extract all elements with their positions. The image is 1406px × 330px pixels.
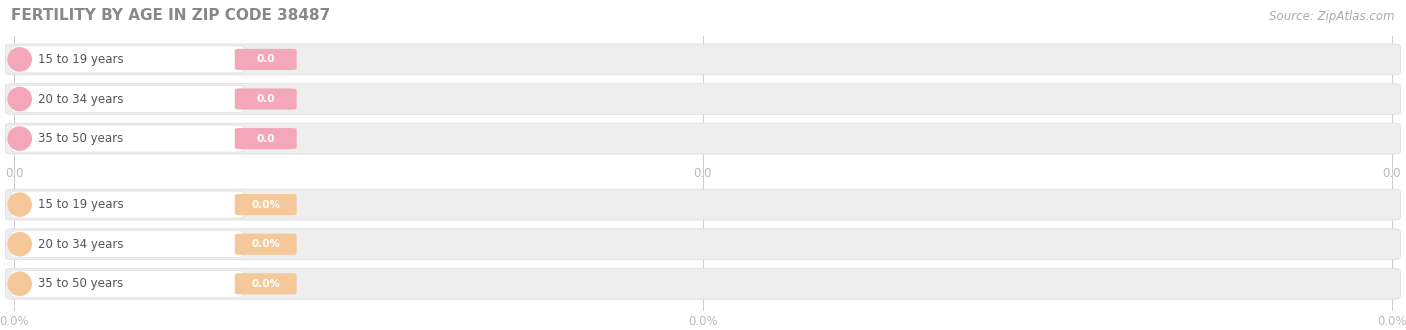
- Text: 35 to 50 years: 35 to 50 years: [38, 277, 122, 290]
- Text: 0.0%: 0.0%: [0, 315, 30, 328]
- FancyBboxPatch shape: [11, 270, 243, 297]
- FancyBboxPatch shape: [6, 229, 1400, 260]
- Ellipse shape: [7, 272, 32, 296]
- FancyBboxPatch shape: [235, 234, 297, 255]
- FancyBboxPatch shape: [6, 189, 1400, 220]
- Text: 0.0%: 0.0%: [252, 239, 280, 249]
- Text: 20 to 34 years: 20 to 34 years: [38, 92, 124, 106]
- FancyBboxPatch shape: [11, 191, 243, 218]
- Text: 0.0: 0.0: [693, 167, 713, 180]
- Text: 0.0: 0.0: [256, 134, 276, 144]
- FancyBboxPatch shape: [11, 231, 243, 258]
- Text: Source: ZipAtlas.com: Source: ZipAtlas.com: [1270, 10, 1395, 23]
- Text: 0.0%: 0.0%: [252, 279, 280, 289]
- Text: 20 to 34 years: 20 to 34 years: [38, 238, 124, 251]
- Text: 0.0: 0.0: [256, 94, 276, 104]
- FancyBboxPatch shape: [6, 83, 1400, 115]
- FancyBboxPatch shape: [235, 273, 297, 294]
- Text: 0.0%: 0.0%: [1376, 315, 1406, 328]
- Text: 35 to 50 years: 35 to 50 years: [38, 132, 122, 145]
- FancyBboxPatch shape: [6, 123, 1400, 154]
- FancyBboxPatch shape: [11, 85, 243, 113]
- Ellipse shape: [7, 126, 32, 151]
- Text: 15 to 19 years: 15 to 19 years: [38, 198, 124, 211]
- FancyBboxPatch shape: [6, 44, 1400, 75]
- FancyBboxPatch shape: [11, 125, 243, 152]
- FancyBboxPatch shape: [235, 49, 297, 70]
- Text: 15 to 19 years: 15 to 19 years: [38, 53, 124, 66]
- FancyBboxPatch shape: [235, 194, 297, 215]
- Text: 0.0%: 0.0%: [252, 200, 280, 210]
- Text: 0.0: 0.0: [4, 167, 24, 180]
- FancyBboxPatch shape: [235, 88, 297, 110]
- Ellipse shape: [7, 232, 32, 256]
- Ellipse shape: [7, 87, 32, 111]
- Text: FERTILITY BY AGE IN ZIP CODE 38487: FERTILITY BY AGE IN ZIP CODE 38487: [11, 8, 330, 23]
- FancyBboxPatch shape: [235, 128, 297, 149]
- Ellipse shape: [7, 192, 32, 217]
- FancyBboxPatch shape: [11, 46, 243, 73]
- Text: 0.0%: 0.0%: [688, 315, 718, 328]
- FancyBboxPatch shape: [6, 268, 1400, 299]
- Text: 0.0: 0.0: [1382, 167, 1402, 180]
- Text: 0.0: 0.0: [256, 54, 276, 64]
- Ellipse shape: [7, 47, 32, 72]
